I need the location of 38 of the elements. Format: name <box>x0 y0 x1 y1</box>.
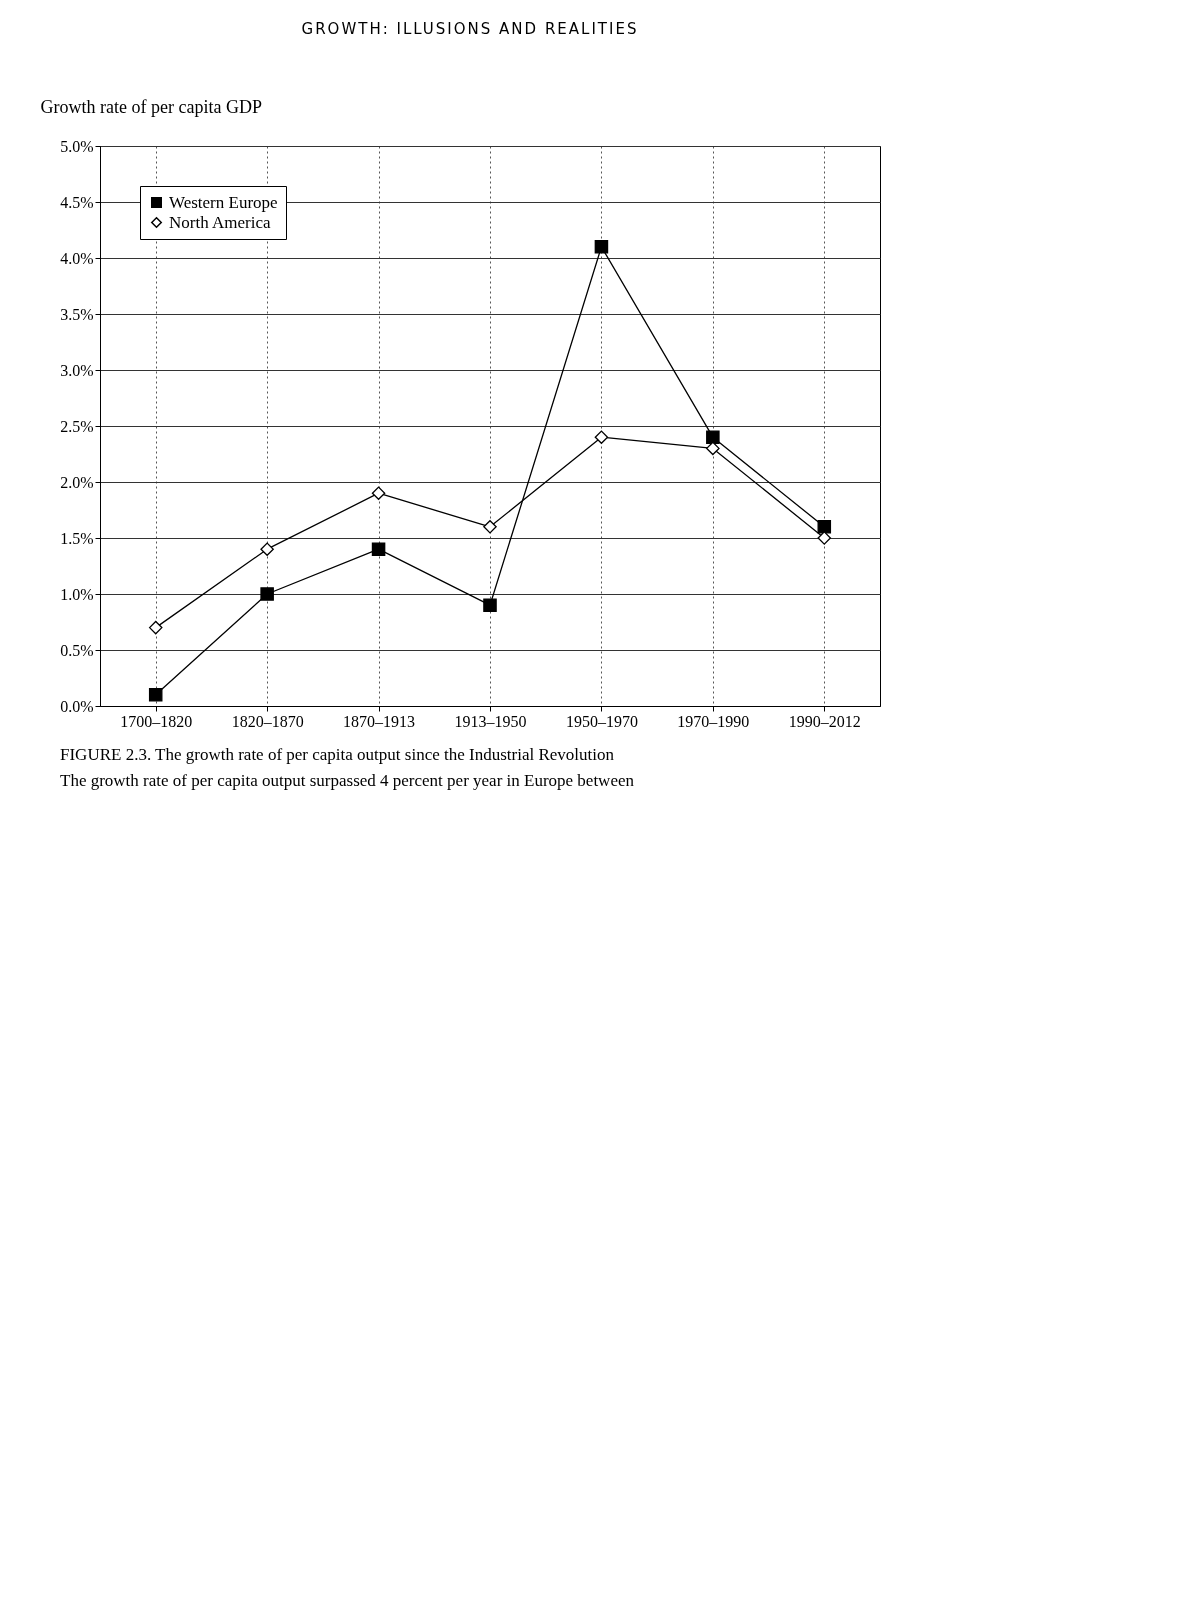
text: GROWTH: ILLUSIONS AND REALITIES <box>300 20 640 38</box>
x-tick-label: 1950–1970 <box>565 712 638 730</box>
y-tick-label: 4.5% <box>60 193 94 211</box>
x-tick-label: 1870–1913 <box>343 712 416 730</box>
point <box>817 531 832 545</box>
y-tick-label: 5.0% <box>60 137 94 155</box>
x-tick-label: 1990–2012 <box>788 712 861 730</box>
point <box>148 620 163 635</box>
caption: FIGURE 2.3. The growth rate of per capita output since the Industrial Revolution <box>60 745 615 765</box>
point <box>594 240 609 254</box>
point <box>817 520 832 534</box>
point <box>483 520 497 534</box>
x-tick-label: 1970–1990 <box>677 712 750 730</box>
y-tick-label: 0.0% <box>60 697 94 715</box>
y-axis-title: Growth rate of per capita GDP <box>40 96 262 117</box>
y-tick-label: 0.5% <box>60 641 94 659</box>
point <box>371 486 386 500</box>
x-tick-label: 1700–1820 <box>120 712 193 730</box>
point <box>483 598 497 612</box>
point <box>260 587 274 601</box>
y-tick-label: 2.5% <box>60 417 94 435</box>
point <box>706 441 720 456</box>
point <box>371 542 386 556</box>
x-tick-label: 1820–1870 <box>231 712 304 730</box>
legend-label: Western Europe <box>169 192 278 212</box>
y-tick-label: 1.0% <box>60 585 94 603</box>
point <box>148 688 163 702</box>
point <box>706 430 720 444</box>
y-tick-label: 2.0% <box>60 473 94 491</box>
y-tick-label: 1.5% <box>60 529 94 547</box>
y-tick-label: 3.5% <box>60 305 94 323</box>
y-tick-label: 3.0% <box>60 361 94 379</box>
text: The growth rate of per capita output surpassed 4 percent per year in Europe between <box>60 771 635 791</box>
point <box>594 430 609 444</box>
legend-label: North America <box>169 212 271 232</box>
x-tick-label: 1913–1950 <box>454 712 527 730</box>
y-tick-label: 4.0% <box>60 249 94 267</box>
point <box>260 542 274 556</box>
